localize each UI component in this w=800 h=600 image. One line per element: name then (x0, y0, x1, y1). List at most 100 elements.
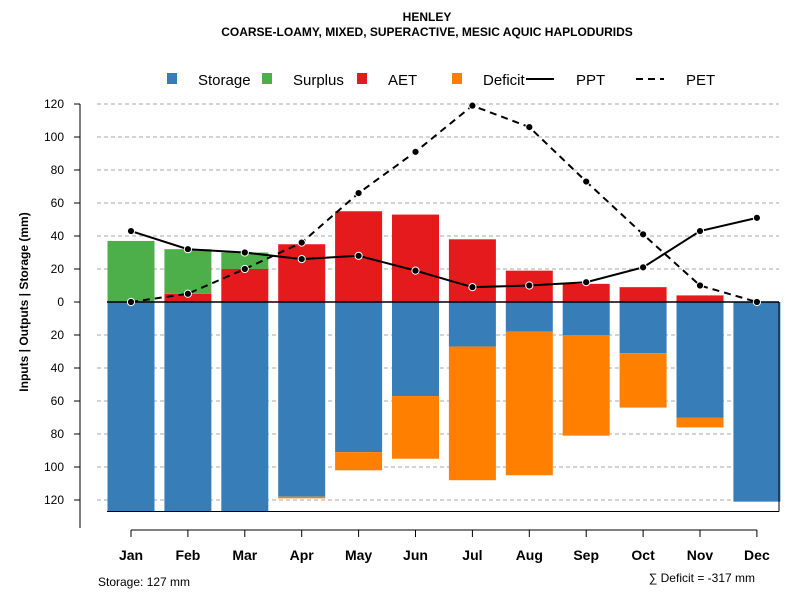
ppt-point (240, 248, 249, 257)
x-tick-label: Nov (687, 547, 714, 563)
legend-swatch (357, 73, 367, 84)
legend-swatch (167, 73, 177, 84)
x-tick-label: Jun (403, 547, 428, 563)
pet-point (240, 264, 249, 274)
bar-deficit (619, 353, 667, 408)
ppt-point (752, 213, 762, 222)
axes: 120 100 80 60 40 20 0 20 40 60 80 100 120 Jan Feb Mar Ap… (44, 97, 770, 563)
legend-label: Deficit (483, 72, 526, 89)
pet-point (126, 297, 136, 307)
bar-surplus (107, 240, 155, 302)
y-tick-label: 20 (51, 262, 65, 276)
ppt-point (126, 226, 136, 236)
y-tick-label: 60 (51, 394, 65, 408)
pet-point (297, 238, 306, 247)
pet-point (468, 101, 477, 110)
bar-aet (221, 269, 269, 302)
bar-storage (278, 302, 326, 497)
bar-surplus (221, 252, 269, 269)
x-tick-label: Jan (119, 547, 143, 563)
y-tick-label: 80 (51, 427, 65, 441)
pet-point (695, 281, 705, 290)
x-tick-label: Aug (516, 547, 543, 563)
x-tick-label: Mar (232, 547, 257, 563)
ppt-point (582, 278, 591, 287)
legend-label: PPT (576, 72, 605, 89)
y-tick-label: 100 (44, 130, 64, 144)
bar-storage (562, 302, 610, 335)
legend-label: Storage (198, 72, 251, 89)
pet-point (525, 123, 534, 132)
chart-title: HENLEY (403, 10, 452, 24)
x-tick-label: Apr (290, 547, 315, 563)
legend-item-aet: AET (357, 72, 417, 89)
ppt-point (639, 263, 648, 272)
ppt-point (468, 283, 477, 292)
bar-storage (392, 302, 439, 397)
y-tick-label: 20 (51, 328, 65, 342)
x-tick-label: Dec (744, 547, 770, 563)
bar-aet (164, 293, 212, 302)
bar-storage (505, 302, 553, 332)
ppt-point (183, 245, 192, 254)
y-tick-label: 0 (57, 295, 64, 309)
y-tick-label: 40 (51, 361, 65, 375)
ppt-point (297, 255, 306, 264)
pet-point (411, 147, 420, 156)
storage-note: Storage: 127 mm (98, 575, 190, 589)
pet-line (130, 104, 758, 303)
x-tick-label: Jul (462, 547, 482, 563)
y-tick-label: 120 (44, 493, 64, 507)
bar-deficit (505, 331, 553, 476)
y-axis-label: Inputs | Outputs | Storage (mm) (17, 212, 31, 391)
bar-storage (107, 302, 155, 512)
bar-deficit (562, 335, 610, 436)
chart-subtitle: COARSE-LOAMY, MIXED, SUPERACTIVE, MESIC … (221, 25, 633, 39)
ppt-point (354, 251, 363, 260)
legend-swatch (262, 73, 272, 84)
bar-storage (335, 302, 383, 453)
bar-storage (221, 302, 269, 512)
bar-storage (733, 302, 781, 502)
deficit-note: ∑ Deficit = -317 mm (649, 571, 755, 585)
x-tick-label: Feb (175, 547, 200, 563)
ppt-point (525, 281, 534, 290)
y-tick-label: 120 (44, 97, 64, 111)
bar-storage (676, 302, 724, 418)
legend-item-pet: PET (636, 72, 715, 89)
y-tick-label: 100 (44, 460, 64, 474)
pet-point (752, 297, 762, 307)
bar-deficit (278, 496, 326, 499)
y-tick-label: 80 (51, 163, 65, 177)
x-tick-label: Oct (631, 547, 655, 563)
bars (107, 211, 781, 513)
bar-aet (392, 214, 439, 302)
bar-deficit (335, 452, 383, 471)
pet-point (183, 289, 192, 298)
bar-deficit (392, 396, 439, 459)
legend-swatch (452, 73, 462, 84)
ppt-point (411, 266, 420, 275)
bar-aet (562, 283, 610, 302)
legend-item-storage: Storage (167, 72, 251, 89)
pet-point (639, 230, 648, 239)
legend-item-surplus: Surplus (262, 72, 344, 89)
bar-storage (619, 302, 667, 354)
pet-point (582, 177, 591, 186)
pet-point (354, 189, 363, 198)
bar-aet (448, 239, 496, 302)
bar-aet (676, 295, 724, 302)
bar-storage (164, 302, 212, 512)
ppt-line (130, 216, 758, 289)
bar-deficit (676, 417, 724, 428)
bar-aet (278, 244, 326, 302)
y-tick-label: 40 (51, 229, 65, 243)
legend: Storage Surplus AET Deficit PPT PET (167, 72, 715, 89)
legend-item-ppt: PPT (526, 72, 605, 89)
legend-label: PET (686, 72, 715, 89)
x-tick-label: May (345, 547, 372, 563)
bar-deficit (448, 346, 496, 481)
ppt-point (695, 226, 705, 236)
series-lines (126, 101, 762, 307)
